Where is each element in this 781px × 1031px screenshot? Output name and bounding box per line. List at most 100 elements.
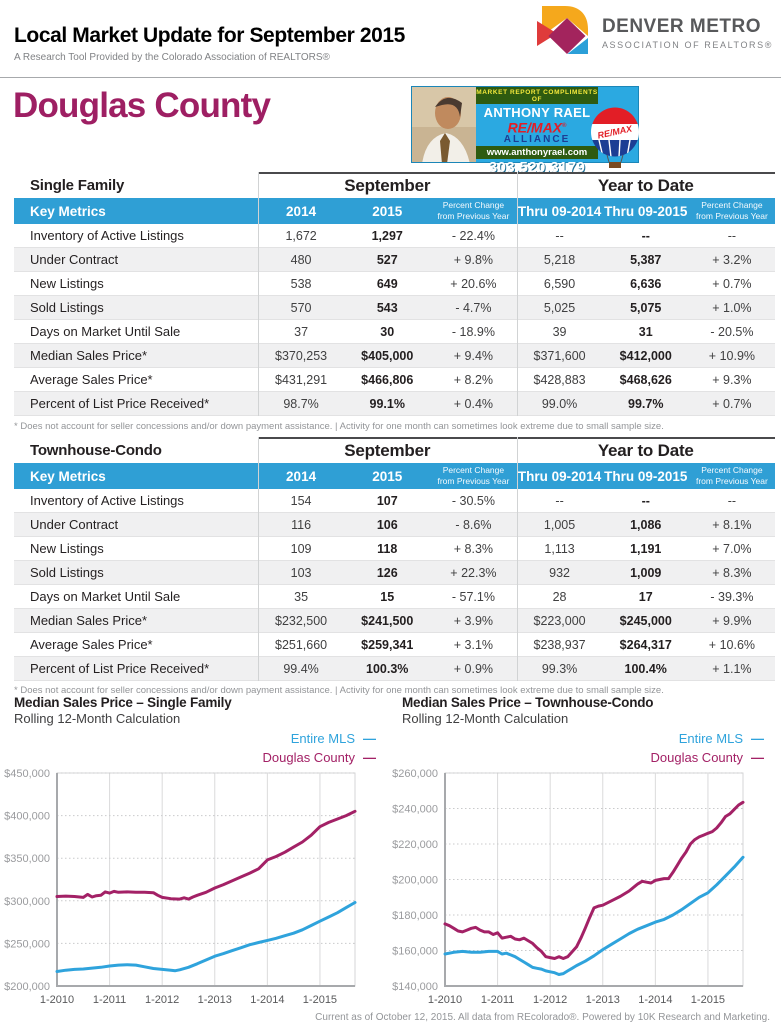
table-row: Days on Market Until Sale 35 15 - 57.1% 28 17…	[14, 585, 775, 609]
metric-value: + 8.1%	[712, 517, 752, 532]
metric-value: 480	[290, 252, 312, 267]
table-header-row: Key Metrics 2014 2015 Percent Change from…	[14, 198, 775, 224]
brand-tagline: ASSOCIATION OF REALTORS®	[601, 40, 773, 50]
legend-line-icon: —	[751, 750, 764, 765]
metric-value: 99.1%	[369, 396, 405, 411]
chart-subtitle: Rolling 12-Month Calculation	[402, 711, 569, 726]
svg-text:1-2011: 1-2011	[93, 994, 126, 1006]
group-ytd-header: Year to Date	[516, 172, 775, 198]
table-section-header: Single Family September Year to Date	[14, 172, 775, 198]
metric-value: $223,000	[533, 613, 586, 628]
metric-value: $428,883	[533, 372, 586, 387]
metric-label: New Listings	[30, 541, 104, 556]
metric-value: $251,660	[275, 637, 328, 652]
table-row: Inventory of Active Listings 154 107 - 30.5…	[14, 489, 775, 513]
metric-value: 649	[376, 276, 398, 291]
metric-value: 106	[376, 517, 398, 532]
metric-value: --	[555, 493, 564, 508]
metric-value: $232,500	[275, 613, 328, 628]
metric-value: 118	[377, 541, 398, 556]
ad-website-link[interactable]: www.anthonyrael.com	[476, 145, 598, 159]
metric-value: --	[641, 228, 650, 243]
metric-value: + 20.6%	[450, 276, 497, 291]
metric-value: 6,636	[630, 276, 662, 291]
metric-value: 1,191	[630, 541, 662, 556]
legend-entire-mls: Entire MLS —	[678, 731, 764, 746]
table-divider	[258, 437, 259, 681]
svg-text:$260,000: $260,000	[392, 768, 438, 780]
metric-value: 107	[376, 493, 398, 508]
table-header-row: Key Metrics 2014 2015 Percent Change from…	[14, 463, 775, 489]
chart-townhouse-condo: Median Sales Price – Townhouse-Condo Rol…	[388, 695, 772, 1010]
metric-value: + 8.2%	[453, 372, 494, 387]
metric-label: Inventory of Active Listings	[30, 228, 184, 243]
ad-brand: RE/MAX®	[476, 120, 598, 135]
metric-value: + 1.0%	[712, 300, 752, 315]
table-footnote: * Does not account for seller concession…	[14, 685, 664, 696]
table-divider	[258, 172, 259, 416]
svg-text:$220,000: $220,000	[392, 839, 438, 851]
realtor-ad[interactable]: MARKET REPORT COMPLIMENTS OF ANTHONY RAE…	[411, 86, 639, 176]
metric-value: 39	[552, 324, 567, 339]
metric-value: + 0.9%	[453, 661, 494, 676]
svg-text:1-2011: 1-2011	[481, 994, 514, 1006]
svg-text:1-2013: 1-2013	[586, 994, 620, 1006]
dmar-brand: DENVER METRO ASSOCIATION OF REALTORS®	[534, 4, 773, 62]
metric-value: 527	[376, 252, 398, 267]
metric-value: 17	[638, 589, 653, 604]
metric-value: 99.7%	[628, 396, 664, 411]
metric-value: + 9.4%	[453, 348, 494, 363]
table-row: Days on Market Until Sale 37 30 - 18.9% 39 31…	[14, 320, 775, 344]
metric-value: - 30.5%	[451, 493, 495, 508]
ad-agent-name: ANTHONY RAEL	[483, 105, 591, 120]
col-key-metrics: Key Metrics	[30, 203, 106, 219]
col-2014: 2014	[286, 203, 317, 219]
group-month-header: September	[258, 437, 517, 463]
single-family-table: Single Family September Year to Date Key…	[14, 172, 775, 416]
svg-text:$400,000: $400,000	[4, 811, 50, 823]
metric-value: 543	[376, 300, 398, 315]
legend-douglas-county: Douglas County —	[262, 750, 377, 765]
legend-line-icon: —	[363, 731, 376, 746]
metric-value: $264,317	[619, 637, 672, 652]
group-ytd-header: Year to Date	[516, 437, 775, 463]
metric-value: 5,025	[543, 300, 576, 315]
metric-value: 99.3%	[541, 661, 578, 676]
metric-value: 126	[376, 565, 398, 580]
metric-label: Under Contract	[30, 517, 119, 532]
legend-line-icon: —	[363, 750, 376, 765]
table-body: Inventory of Active Listings 154 107 - 30.5…	[14, 489, 775, 681]
metric-value: 35	[294, 589, 309, 604]
svg-text:$240,000: $240,000	[392, 804, 438, 816]
metric-label: Inventory of Active Listings	[30, 493, 184, 508]
table-row: Percent of List Price Received* 99.4% 100.…	[14, 657, 775, 681]
metric-label: Percent of List Price Received*	[30, 396, 210, 411]
metric-value: 103	[290, 565, 312, 580]
metric-value: + 7.0%	[712, 541, 752, 556]
svg-text:$250,000: $250,000	[4, 938, 50, 950]
metric-label: Percent of List Price Received*	[30, 661, 210, 676]
metric-label: Median Sales Price*	[30, 613, 148, 628]
metric-value: 1,005	[543, 517, 576, 532]
svg-text:1-2013: 1-2013	[198, 994, 232, 1006]
metric-label: Under Contract	[30, 252, 119, 267]
header-divider	[0, 77, 781, 78]
col-pct-change: Percent Change from Previous Year	[437, 200, 510, 221]
metric-value: $431,291	[275, 372, 328, 387]
section-title: Single Family	[30, 176, 125, 194]
ad-brand-sub: ALLIANCE	[503, 133, 571, 145]
svg-text:$160,000: $160,000	[392, 946, 438, 958]
chart-single-family: Median Sales Price – Single Family Rolli…	[0, 695, 384, 1010]
svg-text:1-2012: 1-2012	[533, 994, 567, 1006]
col-key-metrics: Key Metrics	[30, 468, 106, 484]
table-footnote: * Does not account for seller concession…	[14, 421, 664, 432]
line-chart: 1-2010 1-2011 1-2012 1-2013 1-2014 1-2015 $200…	[4, 768, 357, 1006]
col-thru-2014: Thru 09-2014	[517, 203, 602, 219]
metric-value: 538	[290, 276, 312, 291]
chart-title: Median Sales Price – Townhouse-Condo	[402, 695, 654, 710]
metric-value: 99.4%	[283, 661, 319, 676]
table-row: Median Sales Price* $370,253 $405,000 + 9.4…	[14, 344, 775, 368]
chart-title: Median Sales Price – Single Family	[14, 695, 232, 710]
ad-phone[interactable]: 303.520.3179	[488, 158, 586, 176]
